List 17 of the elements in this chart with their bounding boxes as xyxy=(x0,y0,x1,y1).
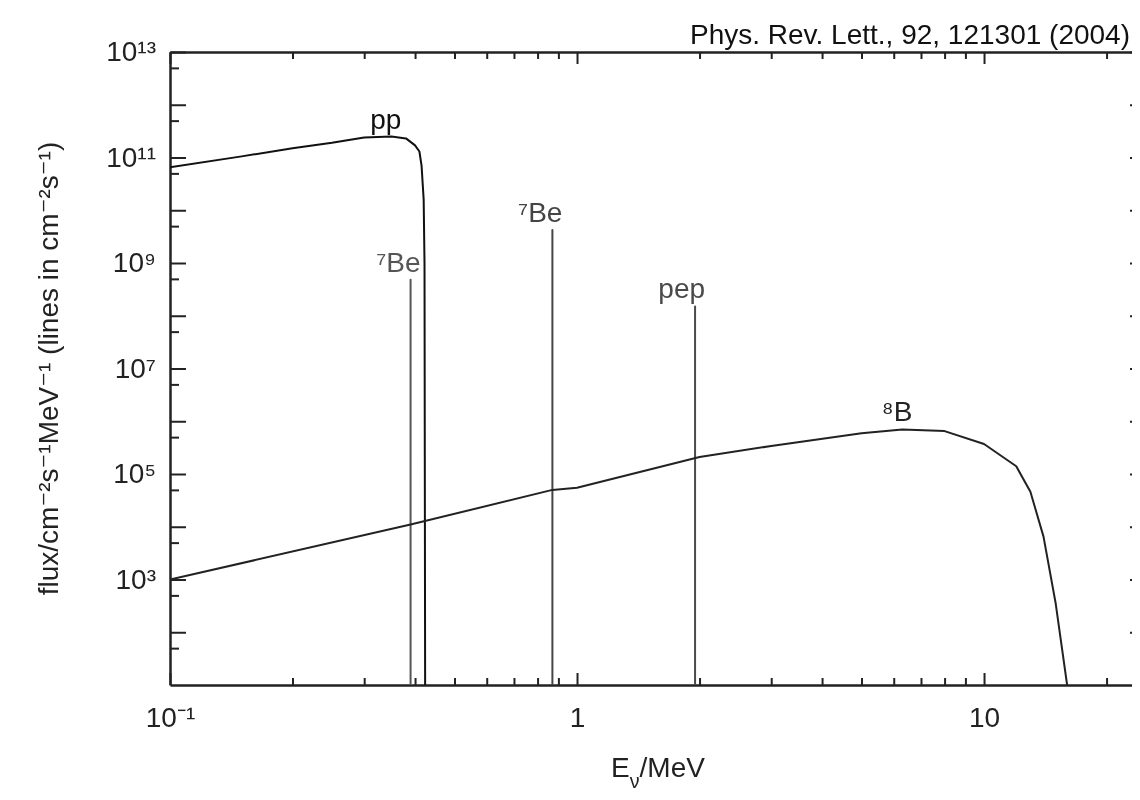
text: Phys. Rev. Lett., 92, 121301 (2004) xyxy=(690,19,1130,50)
y-tick-label: 10⁷ xyxy=(114,352,156,384)
y-tick-label: 10³ xyxy=(115,563,156,595)
y-tick-label: 10¹³ xyxy=(106,36,156,68)
y-tick-label: 10¹¹ xyxy=(106,141,156,173)
series-label: pp xyxy=(370,103,402,135)
y-tick-label: 10⁹ xyxy=(112,247,156,279)
series-label: ⁸B xyxy=(881,396,913,428)
series-label: pep xyxy=(658,273,706,305)
y-tick-label: 10⁵ xyxy=(113,458,156,490)
series-label: ⁷Be xyxy=(518,197,563,229)
y-axis-title: flux/cm⁻²s⁻¹MeV⁻¹ (lines in cm⁻²s⁻¹) xyxy=(33,141,64,596)
x-tick-label: 10⁻¹ xyxy=(145,701,196,733)
x-axis-title: E$_{ν}$/MeV xyxy=(611,752,706,792)
x-tick-label: 10 xyxy=(968,701,1001,733)
x-tick-label: 1 xyxy=(569,701,586,733)
series-label: ⁷Be xyxy=(376,246,421,278)
